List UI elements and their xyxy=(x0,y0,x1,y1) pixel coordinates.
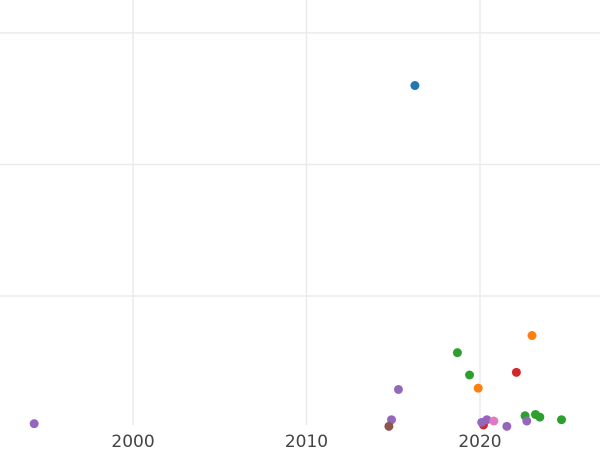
data-point xyxy=(452,348,462,358)
x-axis-ticks: 2000 2010 2020 xyxy=(111,432,501,450)
data-point xyxy=(535,412,545,422)
data-point xyxy=(393,384,403,394)
data-points xyxy=(29,81,566,431)
data-point xyxy=(482,415,492,425)
x-tick-label: 2000 xyxy=(111,432,154,450)
data-point xyxy=(556,415,566,425)
grid xyxy=(0,0,600,425)
data-point xyxy=(473,383,483,393)
data-point xyxy=(384,421,394,431)
x-tick-label: 2020 xyxy=(458,432,501,450)
data-point xyxy=(502,421,512,431)
data-point xyxy=(29,419,39,429)
data-point xyxy=(527,331,537,341)
data-point xyxy=(410,81,420,91)
data-point xyxy=(489,416,499,426)
data-point xyxy=(522,416,532,426)
data-point xyxy=(511,367,521,377)
data-point xyxy=(465,370,475,380)
x-tick-label: 2010 xyxy=(285,432,328,450)
